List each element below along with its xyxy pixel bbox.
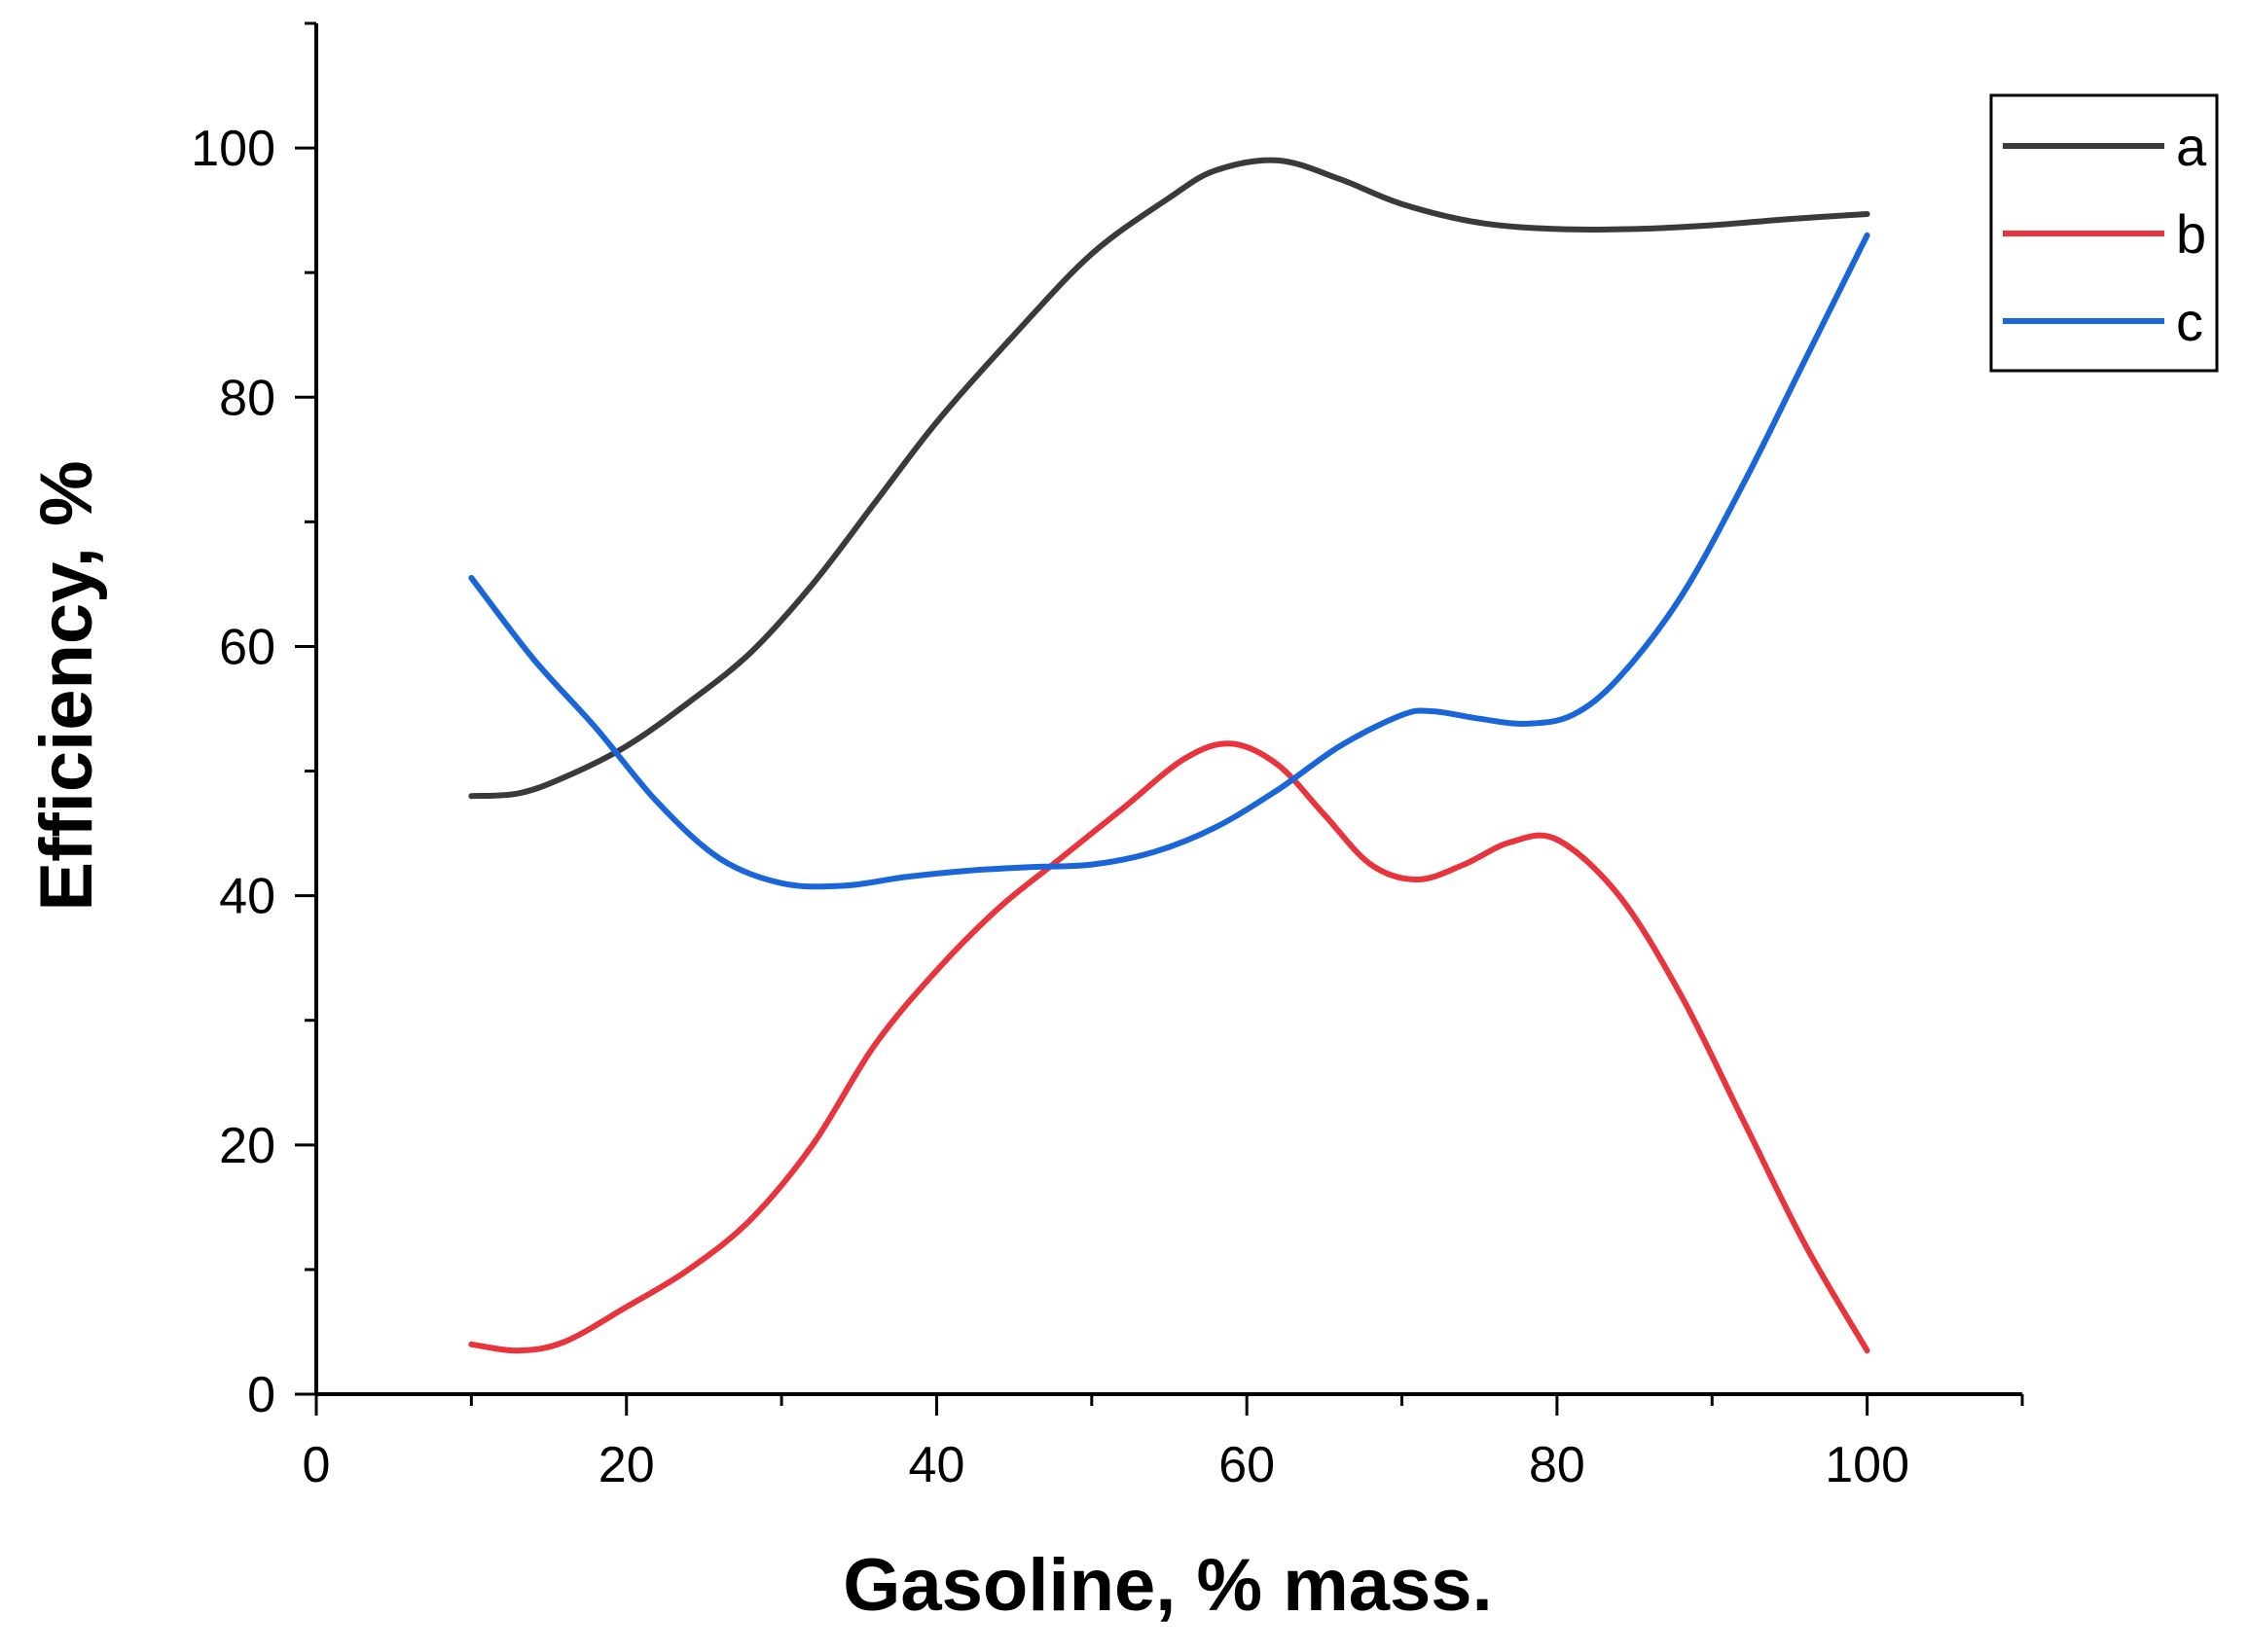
x-tick-label: 100 <box>1825 1437 1909 1493</box>
legend-label-a: a <box>2176 116 2207 177</box>
y-axis-title: Efficiency, % <box>25 460 108 911</box>
x-tick-label: 0 <box>303 1437 331 1493</box>
x-tick-label: 80 <box>1529 1437 1585 1493</box>
series-line-c <box>468 232 1870 890</box>
y-tick-label: 40 <box>219 869 275 925</box>
series-line-b <box>468 740 1870 1354</box>
y-tick-label: 60 <box>219 619 275 675</box>
y-tick-label: 0 <box>247 1367 275 1423</box>
legend-label-c: c <box>2176 291 2203 352</box>
y-tick-label: 80 <box>219 370 275 426</box>
axes: 0 20 40 60 80 100 0 20 40 60 80 100 <box>191 21 2024 1493</box>
y-tick-label: 20 <box>219 1118 275 1174</box>
series-line-a <box>468 157 1870 800</box>
series-layer <box>468 157 1870 1354</box>
legend-label-b: b <box>2176 203 2206 265</box>
legend: abc <box>1989 93 2219 373</box>
x-tick-label: 60 <box>1218 1437 1275 1493</box>
x-axis-title: Gasoline, % mass. <box>843 1544 1492 1627</box>
y-tick-label: 100 <box>191 121 275 177</box>
x-tick-label: 20 <box>599 1437 655 1493</box>
x-tick-label: 40 <box>909 1437 965 1493</box>
